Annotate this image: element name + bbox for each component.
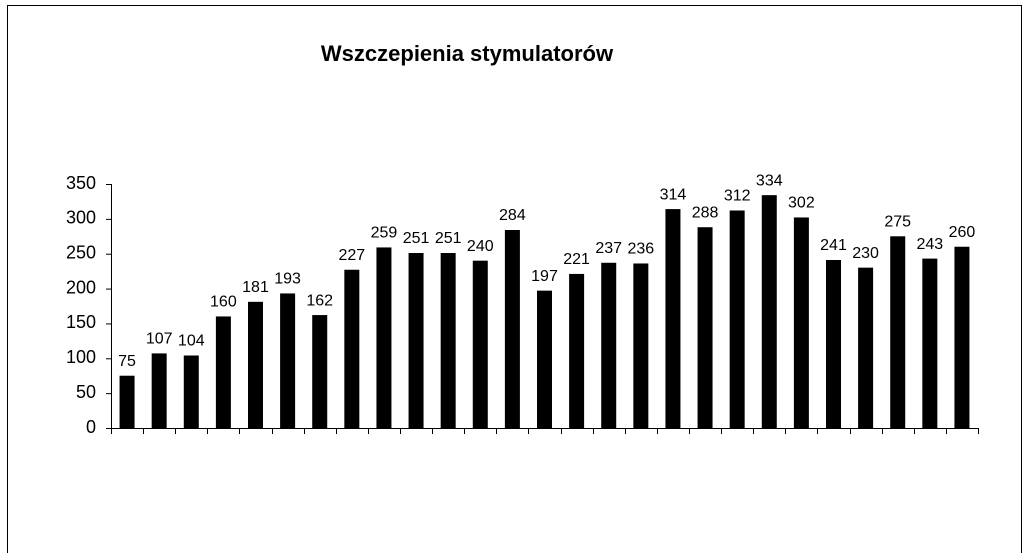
value-label: 227 [338,247,365,264]
value-label: 334 [756,172,783,189]
bar [826,259,841,428]
value-label: 237 [595,240,622,257]
value-label: 75 [118,353,136,370]
bar [633,263,649,428]
value-label: 302 [788,195,815,212]
value-label: 259 [371,225,398,242]
y-tick-label: 200 [66,277,96,297]
value-label: 284 [499,207,526,224]
value-label: 241 [820,237,847,254]
y-tick-label: 100 [66,347,96,367]
value-label: 288 [692,204,719,221]
bar [280,293,296,428]
bar [344,269,360,428]
bar [408,253,424,428]
bar [472,260,488,428]
bar [312,315,328,428]
bar [440,253,456,428]
bar [537,290,552,428]
bar [569,273,585,428]
y-tick-label: 50 [76,382,96,402]
value-label: 260 [949,224,976,241]
y-tick-label: 350 [66,173,96,193]
bar [793,217,809,428]
value-label: 251 [403,230,430,247]
value-label: 107 [146,331,173,348]
value-label: 221 [563,251,590,268]
bar [504,230,520,428]
value-label: 240 [467,238,494,255]
bar [890,236,906,428]
bar [697,227,713,428]
bar [729,210,745,428]
value-label: 181 [242,279,269,296]
y-tick-label: 150 [66,312,96,332]
value-label: 243 [916,236,943,253]
chart-title: Wszczepienia stymulatorów [321,41,614,66]
value-label: 230 [852,245,879,262]
value-label: 197 [531,268,558,285]
bar [922,258,938,428]
bar [151,353,167,428]
bar [665,209,681,428]
bar [215,316,231,428]
bar [858,267,874,428]
value-label: 275 [884,214,911,231]
value-label: 236 [627,241,654,258]
bar [119,375,135,428]
y-tick-label: 250 [66,242,96,262]
bar [376,247,392,428]
value-label: 162 [306,292,333,309]
y-tick-label: 300 [66,208,96,228]
y-tick-label: 0 [86,417,96,437]
bar [601,262,617,428]
bar [248,301,263,428]
value-label: 251 [435,230,462,247]
value-label: 193 [274,271,301,288]
value-label: 160 [210,294,237,311]
value-label: 104 [178,333,205,350]
bar [761,195,777,428]
value-label: 314 [660,186,687,203]
bar [954,246,970,428]
bar [183,355,199,428]
value-label: 312 [724,188,751,205]
